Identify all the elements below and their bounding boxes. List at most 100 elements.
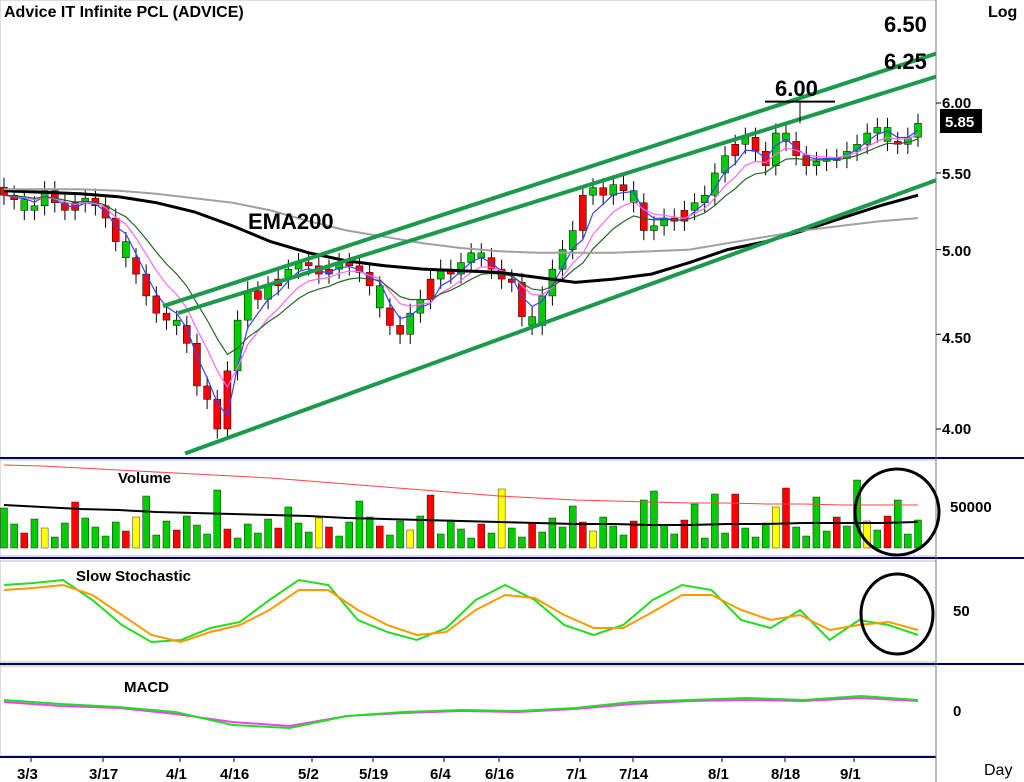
volume-bar (30, 518, 39, 549)
volume-bar (244, 523, 252, 549)
candle-body (233, 319, 242, 372)
candle-body (690, 202, 699, 211)
sma-line (4, 188, 919, 254)
x-tick-label: 4/1 (166, 766, 187, 782)
volume-bar (893, 499, 902, 549)
candle-body (162, 312, 171, 321)
volume-bar (843, 525, 851, 549)
volume-bar (487, 532, 496, 549)
volume-bar (91, 526, 100, 549)
candle-body (30, 205, 39, 211)
volume-bar (406, 529, 414, 549)
stochastic-title: Slow Stochastic (76, 568, 191, 585)
macd-title: MACD (124, 679, 169, 696)
volume-bar (71, 501, 79, 549)
candle-body (406, 312, 414, 335)
candle-body (548, 268, 557, 297)
volume-bar (152, 534, 161, 549)
candle-body (619, 184, 628, 191)
ma-mid-line (3, 133, 919, 389)
volume-bar (61, 522, 69, 549)
x-tick-label: 6/4 (430, 766, 452, 782)
y-tick-label: 4.50 (942, 330, 971, 347)
candle-body (579, 194, 587, 231)
candle-body (802, 155, 811, 166)
volume-bar (731, 493, 739, 549)
candle-body (213, 399, 222, 430)
volume-bar (761, 522, 770, 549)
candle-body (243, 290, 252, 321)
stochastic-highlight-circle (859, 572, 935, 656)
volume-bar (822, 530, 831, 549)
volume-bar (833, 516, 841, 549)
candle-body (731, 143, 739, 156)
volume-bar (10, 523, 18, 549)
volume-bar (142, 495, 150, 549)
volume-bar (416, 515, 425, 549)
candle-body (721, 155, 729, 174)
candle-body (142, 273, 150, 297)
macd-signal-line (3, 696, 919, 728)
candle-body (376, 285, 384, 309)
x-tick-label: 4/16 (220, 766, 249, 782)
candle-body (629, 190, 638, 203)
candle-body (812, 161, 821, 166)
candle-body (589, 187, 597, 196)
volume-bar (284, 506, 293, 549)
macd-panel (3, 694, 919, 730)
volume-bar (883, 515, 892, 549)
candle-body (183, 325, 191, 344)
volume-bar (477, 523, 486, 549)
volume-bar (650, 490, 658, 549)
candle-body (132, 257, 140, 275)
macd-line (3, 694, 919, 730)
volume-bar (670, 533, 678, 549)
volume-bar (751, 536, 760, 549)
volume-bar (609, 525, 618, 549)
x-tick-label: 5/2 (298, 766, 319, 782)
macd-tick-label: 0 (953, 703, 961, 720)
volume-bar (873, 529, 882, 549)
stochastic-panel (3, 572, 935, 656)
volume-bar (741, 527, 750, 549)
volume-bar (193, 524, 201, 549)
volume-bar (772, 506, 780, 549)
volume-bar (508, 527, 516, 549)
volume-bar (0, 507, 8, 549)
candle-body (203, 385, 211, 400)
volume-bar (629, 520, 638, 549)
candle-body (396, 325, 404, 335)
volume-bar (274, 527, 282, 549)
candle-body (873, 127, 882, 134)
candle-body (711, 172, 719, 196)
volume-bar (345, 521, 353, 549)
last-price-label: 5.85 (945, 114, 974, 131)
x-tick-label: 8/1 (708, 766, 729, 782)
volume-bar (904, 533, 912, 549)
volume-bar (132, 516, 140, 549)
volume-bar (386, 534, 394, 549)
level-625-label: 6.25 (884, 49, 927, 74)
volume-bar (365, 516, 374, 549)
volume-bar (51, 536, 59, 549)
y-tick-label: 4.00 (942, 421, 971, 438)
volume-bar (548, 517, 557, 549)
stochastic-k-line (3, 578, 919, 644)
x-tick-label: 7/14 (619, 766, 649, 782)
volume-title: Volume (118, 470, 171, 487)
volume-bar (162, 520, 171, 549)
x-tick-label: 3/17 (89, 766, 118, 782)
volume-bar (396, 520, 404, 549)
x-tick-label: 5/19 (359, 766, 388, 782)
volume-bar (81, 517, 89, 549)
volume-bar (619, 534, 628, 549)
candle-body (172, 319, 181, 326)
volume-bar (304, 531, 313, 549)
volume-bar (40, 527, 49, 549)
volume-bar (497, 488, 506, 549)
candle-body (122, 241, 130, 258)
volume-bar (315, 517, 323, 549)
y-axis-ticks: 6.00 5.50 5.00 4.50 4.00 (942, 95, 971, 438)
volume-bar (660, 524, 668, 549)
